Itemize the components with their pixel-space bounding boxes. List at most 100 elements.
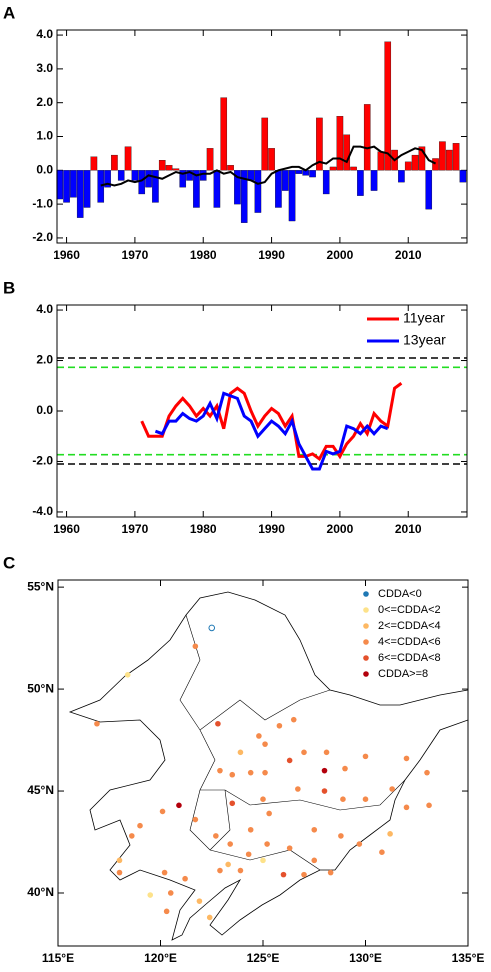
- legend-marker: [363, 671, 369, 677]
- bar: [261, 117, 269, 171]
- station-point: [182, 875, 188, 882]
- bar: [322, 170, 330, 195]
- station-point: [227, 841, 233, 847]
- bar: [117, 170, 125, 181]
- bar: [445, 149, 453, 171]
- station-point: [176, 802, 182, 809]
- station-point: [276, 722, 283, 729]
- station-point: [116, 869, 123, 876]
- station-point: [237, 749, 244, 756]
- station-point: [311, 857, 318, 864]
- x-tick-label: 1990: [258, 248, 285, 262]
- station-point: [290, 716, 297, 723]
- station-point: [260, 857, 266, 864]
- bar: [350, 166, 357, 171]
- bar: [220, 97, 228, 171]
- station-point: [262, 769, 268, 776]
- bar: [138, 170, 146, 195]
- y-tick-label: -1.0: [32, 196, 53, 210]
- station-point: [389, 786, 395, 792]
- panel-label: A: [3, 3, 15, 22]
- station-point: [356, 841, 363, 847]
- legend-marker: [363, 607, 369, 613]
- station-point: [192, 816, 199, 823]
- station-point: [237, 867, 244, 874]
- station-point: [311, 826, 318, 833]
- station-point: [295, 786, 301, 792]
- station-point: [192, 643, 199, 650]
- series-line: [140, 382, 403, 462]
- legend-label: 11year: [403, 310, 445, 326]
- bar: [268, 148, 275, 171]
- bar: [254, 170, 262, 213]
- legend-marker: [363, 639, 369, 645]
- station-point: [229, 771, 236, 778]
- legend-label: 13year: [403, 332, 446, 348]
- bar: [193, 170, 200, 208]
- station-point: [286, 845, 293, 851]
- province-border: [179, 614, 406, 871]
- bar: [70, 170, 77, 198]
- station-point: [338, 833, 344, 839]
- x-tick-label: 1980: [190, 248, 217, 262]
- y-tick-label: 4.0: [36, 27, 53, 41]
- y-tick-label: 0.0: [36, 162, 53, 176]
- y-tick-label: 1.0: [36, 129, 53, 143]
- plot-frame: [56, 29, 468, 244]
- station-point: [301, 871, 307, 878]
- bar: [83, 170, 91, 208]
- station-point: [137, 822, 143, 829]
- x-tick-label: 1970: [122, 248, 149, 262]
- station-point: [403, 755, 410, 762]
- x-tick-label: 1960: [53, 248, 80, 262]
- bar: [131, 170, 139, 181]
- station-point: [217, 767, 223, 774]
- panel-label: B: [3, 278, 15, 297]
- station-point: [196, 898, 203, 904]
- station-point: [215, 720, 221, 727]
- station-point: [340, 796, 346, 802]
- y-tick-label: 3.0: [36, 61, 53, 75]
- x-tick-label: 135°E: [452, 951, 485, 965]
- plot-frame: [56, 304, 468, 518]
- x-tick-label: 2000: [327, 248, 354, 262]
- station-point: [247, 826, 254, 833]
- legend-label: CDDA>=8: [378, 668, 428, 680]
- x-tick-label: 2000: [327, 522, 354, 536]
- legend-marker: [363, 623, 369, 629]
- y-tick-label: 4.0: [36, 302, 53, 316]
- plot-frame: [57, 579, 469, 947]
- x-tick-label: 115°E: [42, 951, 74, 965]
- station-point: [225, 861, 231, 868]
- bar: [281, 170, 289, 191]
- station-point: [362, 753, 369, 760]
- bar: [343, 134, 351, 171]
- x-tick-label: 1990: [258, 522, 285, 536]
- moving-average-line: [100, 145, 437, 187]
- bar: [234, 170, 241, 205]
- series-line: [154, 391, 389, 471]
- y-tick-label: 50°N: [27, 681, 54, 695]
- x-tick-label: 125°E: [247, 951, 280, 965]
- station-point: [327, 869, 334, 876]
- bar: [370, 170, 378, 191]
- bar: [357, 170, 364, 196]
- bar: [275, 170, 282, 208]
- legend-label: 0<=CDDA<2: [378, 604, 441, 616]
- bar: [329, 166, 337, 171]
- station-point: [266, 810, 272, 817]
- bar: [439, 141, 446, 171]
- map-outline: [68, 591, 469, 941]
- bar: [411, 154, 419, 171]
- station-point: [403, 804, 410, 811]
- station-point: [362, 796, 369, 802]
- station-point: [256, 733, 262, 739]
- station-point: [264, 841, 270, 847]
- station-point: [323, 749, 330, 756]
- legend-label: 6<=CDDA<8: [378, 652, 441, 664]
- station-point: [208, 624, 216, 632]
- y-tick-label: 2.0: [36, 95, 53, 109]
- bar: [404, 161, 412, 171]
- panel-label: C: [3, 553, 15, 572]
- station-point: [124, 672, 131, 678]
